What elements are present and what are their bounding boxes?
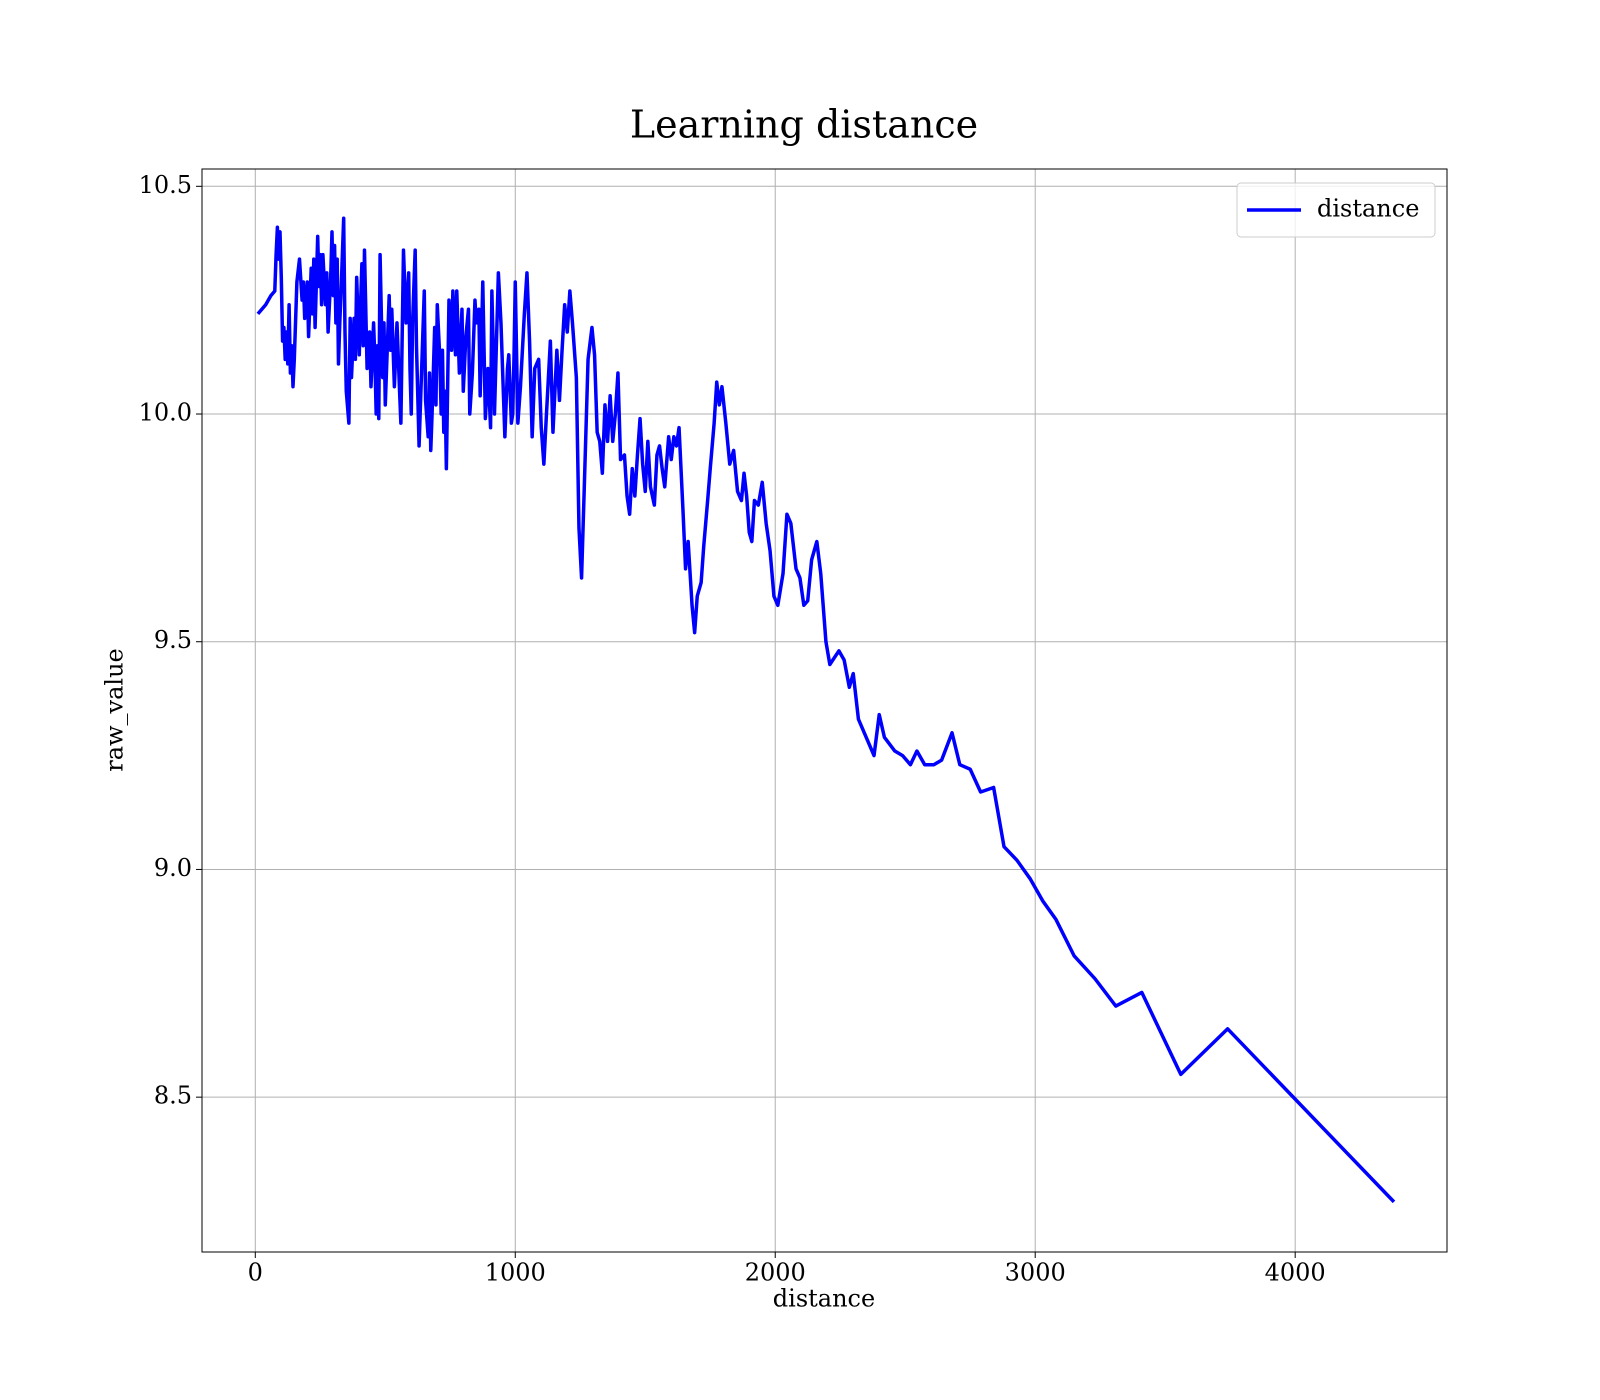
- y-tick-label: 9.0: [154, 854, 192, 882]
- y-tick-label: 8.5: [154, 1082, 192, 1110]
- y-axis-label: raw_value: [101, 648, 129, 772]
- y-tick-label: 10.0: [139, 399, 192, 427]
- x-tick-label: 0: [248, 1259, 263, 1287]
- y-tick-label: 9.5: [154, 626, 192, 654]
- x-tick-label: 2000: [745, 1259, 806, 1287]
- y-tick-label: 10.5: [139, 171, 192, 199]
- legend: distance: [1236, 182, 1436, 238]
- data-line: [256, 216, 1396, 1204]
- x-tick-label: 4000: [1265, 1259, 1326, 1287]
- legend-label: distance: [1317, 195, 1419, 223]
- chart-title: Learning distance: [630, 103, 978, 147]
- x-tick-label: 3000: [1005, 1259, 1066, 1287]
- plot-frame: [201, 168, 1448, 1253]
- x-tick-label: 1000: [485, 1259, 546, 1287]
- legend-box: [1236, 182, 1436, 238]
- x-axis-label: distance: [773, 1285, 875, 1313]
